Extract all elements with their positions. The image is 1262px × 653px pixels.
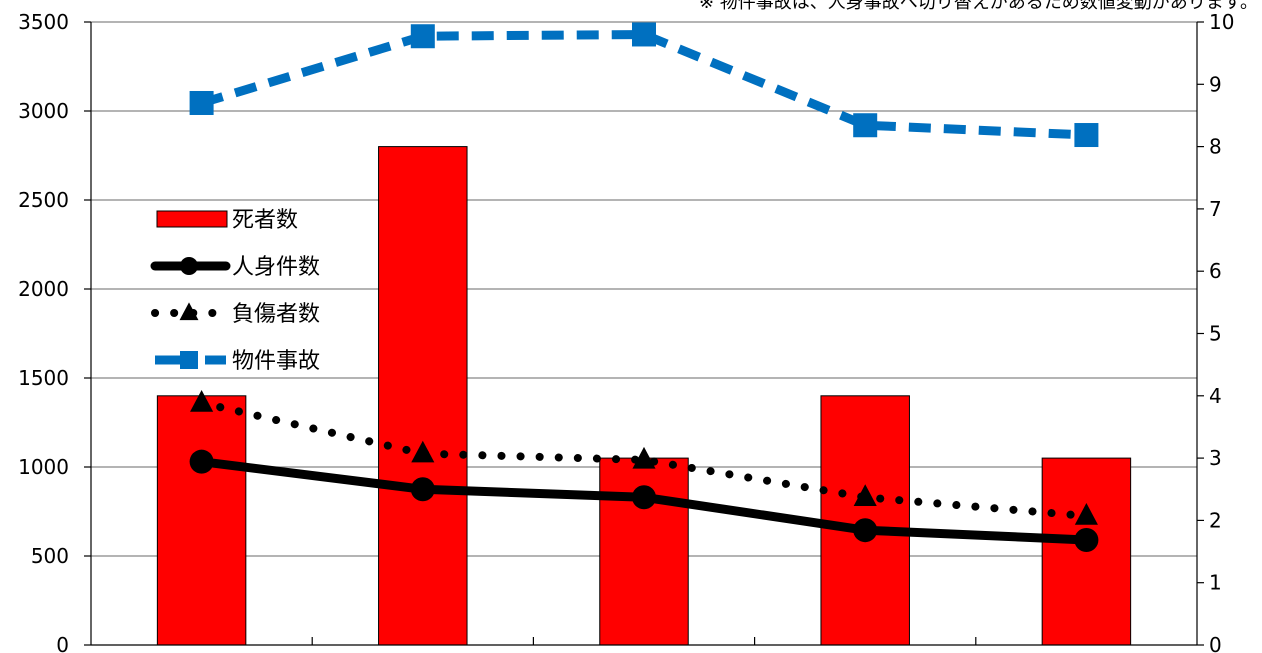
legend-label: 死者数 [232,208,298,233]
right-tick-label: 9 [1209,72,1222,96]
series-dashed [189,22,1099,148]
right-tick-label: 0 [1209,633,1222,653]
left-tick-label: 1000 [18,455,69,479]
left-tick-label: 3000 [18,99,69,123]
series-line [200,30,1087,140]
series-line [197,398,1091,520]
right-tick-label: 7 [1209,197,1222,221]
line-series [189,22,1099,552]
point [180,351,198,369]
right-tick-label: 2 [1209,508,1222,532]
legend-item: 負傷者数 [151,302,320,327]
left-tick-label: 500 [31,544,69,568]
left-tick-label: 3500 [18,10,69,34]
point [179,302,199,321]
left-tick-label: 2500 [18,188,69,212]
point [180,257,198,275]
right-tick-label: 8 [1209,135,1222,159]
right-tick-label: 6 [1209,259,1222,283]
point [853,518,878,543]
point [632,485,656,510]
legend-item: 死者数 [156,208,298,233]
point [1074,123,1099,148]
chart-note: ※ 物件事故は、人身事故へ切り替えがあるため数値変動があります。 [699,0,1258,13]
right-tick-label: 5 [1209,322,1222,346]
legend-swatch [156,210,228,228]
legend-label: 人身件数 [232,255,320,280]
point [632,446,656,469]
left-tick-label: 2000 [18,277,69,301]
left-tick-label: 1500 [18,366,69,390]
bar-series [156,146,1132,646]
axes: 0 500 1000 1500 2000 2500 3000 3500 0 1 2 3 4 5 6 7 8 9 10 [18,10,1234,653]
point [1074,502,1098,525]
point [411,440,435,463]
point [190,389,214,412]
right-tick-label: 3 [1209,446,1222,470]
legend-label: 物件事故 [232,349,320,374]
legend-item: 人身件数 [150,255,320,280]
right-tick-label: 4 [1209,384,1222,408]
point [189,90,214,115]
point [189,449,214,474]
right-tick-label: 1 [1209,571,1222,595]
point [1074,527,1099,552]
point [410,24,435,49]
series-dotted [190,389,1098,525]
series-solid [189,449,1099,552]
point [410,477,435,502]
bar [156,395,247,646]
left-tick-label: 0 [56,633,69,653]
point [853,113,878,138]
right-tick-label: 10 [1209,10,1234,34]
point [853,484,877,507]
point [632,22,656,47]
bar [378,146,468,646]
legend-label: 負傷者数 [232,302,320,327]
legend-item: 物件事故 [155,349,320,374]
